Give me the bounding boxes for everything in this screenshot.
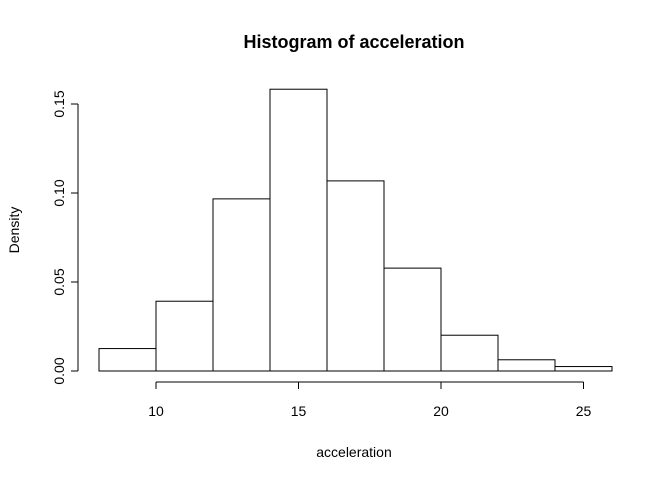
x-axis: 10 15 20 25 — [148, 381, 592, 419]
histogram-bar-5 — [326, 180, 385, 372]
histogram-bar-2 — [155, 300, 214, 372]
x-tick-label: 15 — [291, 403, 307, 419]
histogram-bar-4 — [269, 88, 328, 372]
x-tick-label: 25 — [576, 403, 592, 419]
histogram-bar-8 — [497, 359, 556, 372]
x-tick-label: 10 — [148, 403, 164, 419]
y-tick-label: 0.05 — [51, 268, 67, 295]
y-axis: 0.00 0.05 0.10 0.15 — [51, 90, 79, 385]
histogram-bar-6 — [383, 267, 442, 372]
histogram-bar-7 — [440, 334, 499, 372]
histogram-bar-9 — [554, 366, 613, 372]
histogram-bar-3 — [212, 198, 271, 372]
x-tick-label: 20 — [433, 403, 449, 419]
y-tick-label: 0.00 — [51, 357, 67, 384]
y-tick-label: 0.15 — [51, 90, 67, 117]
chart-title: Histogram of acceleration — [243, 32, 464, 52]
x-axis-label: acceleration — [316, 444, 392, 460]
bars-group — [98, 88, 613, 372]
histogram-bar-1 — [98, 348, 157, 372]
y-tick-label: 0.10 — [51, 179, 67, 206]
y-axis-label: Density — [6, 207, 22, 254]
